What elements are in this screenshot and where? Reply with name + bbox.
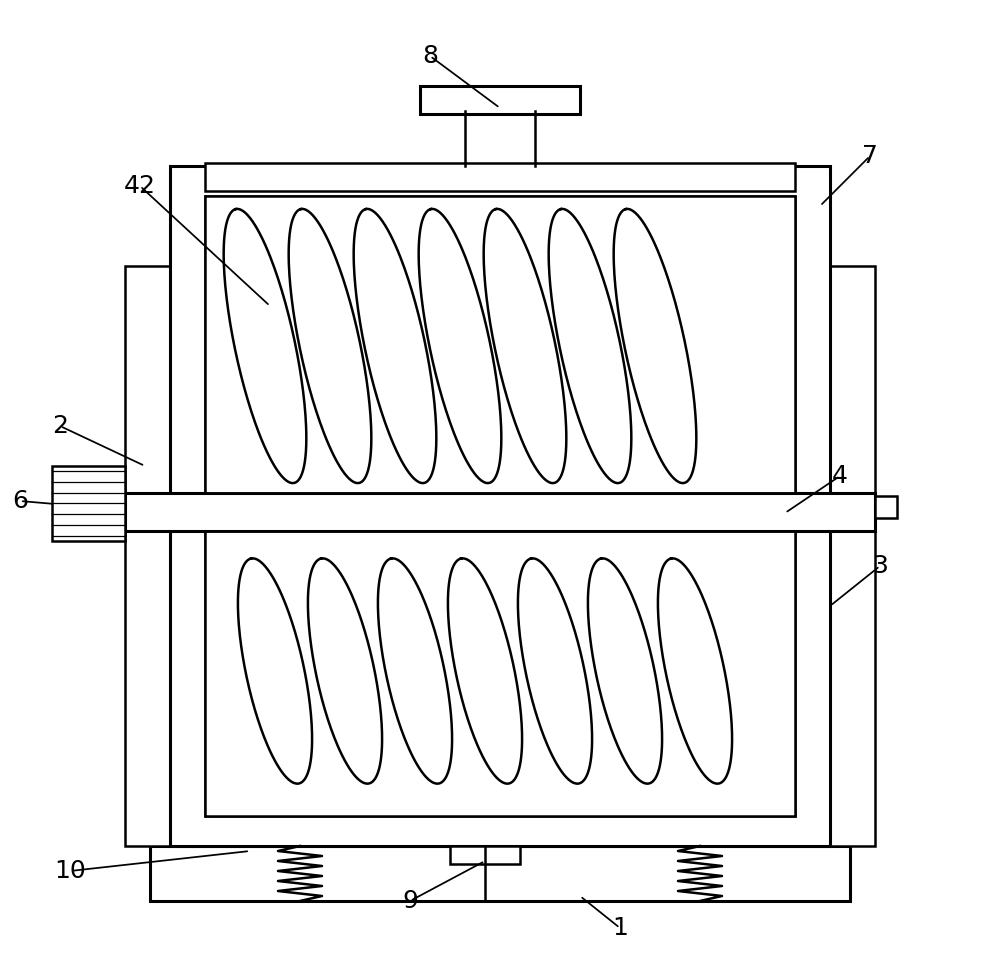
Bar — [420, 86, 580, 114]
Text: 7: 7 — [862, 144, 878, 168]
Bar — [830, 266, 875, 846]
Bar — [450, 846, 520, 864]
Text: 1: 1 — [612, 916, 628, 940]
Text: 4: 4 — [832, 464, 848, 488]
Text: 10: 10 — [54, 859, 86, 883]
Text: 3: 3 — [872, 554, 888, 578]
Bar — [125, 266, 170, 846]
Text: 2: 2 — [52, 414, 68, 438]
Bar — [170, 166, 830, 846]
Bar — [205, 163, 795, 191]
Bar — [205, 196, 795, 493]
Bar — [875, 496, 897, 518]
Bar — [205, 196, 795, 816]
Text: 42: 42 — [124, 174, 156, 198]
Text: 6: 6 — [12, 489, 28, 513]
Bar — [52, 466, 125, 541]
Bar — [125, 493, 875, 531]
Text: 8: 8 — [422, 44, 438, 68]
Bar — [205, 531, 795, 816]
Text: 9: 9 — [402, 889, 418, 913]
Bar — [150, 846, 850, 901]
